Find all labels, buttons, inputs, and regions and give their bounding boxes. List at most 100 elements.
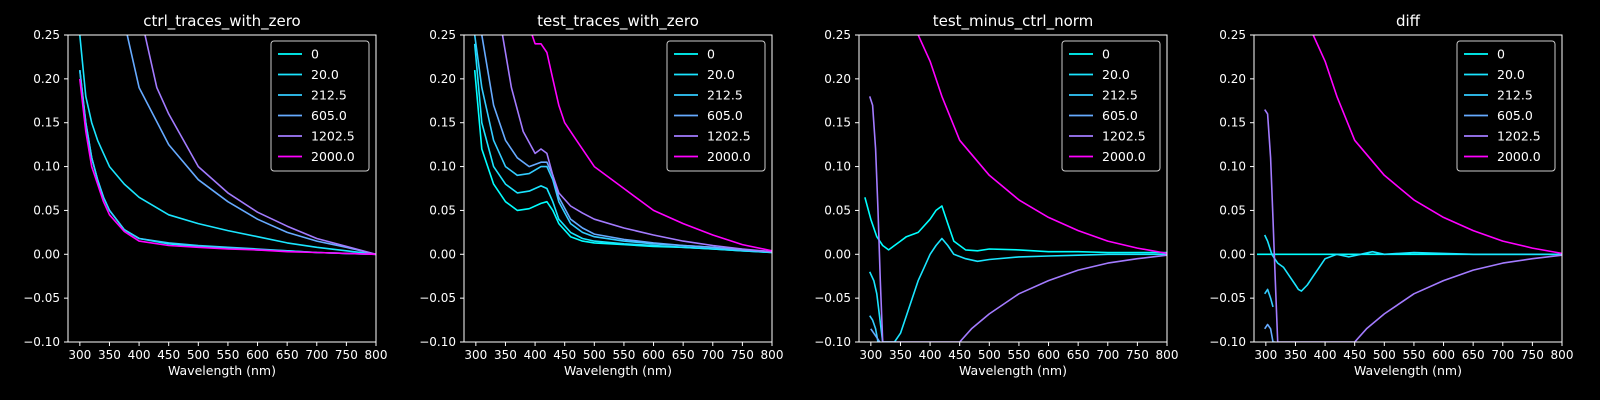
x-tick-label: 600	[1037, 348, 1060, 362]
series-line-2-4	[481, 35, 772, 253]
y-tick-label: 0.10	[33, 160, 60, 174]
series-line-4-5	[1264, 109, 1562, 342]
chart-title: test_minus_ctrl_norm	[933, 12, 1094, 31]
y-tick-label: 0.25	[429, 28, 456, 42]
x-tick-label: 400	[128, 348, 151, 362]
x-tick-label: 550	[1402, 348, 1425, 362]
x-axis-label: Wavelength (nm)	[959, 363, 1067, 378]
series-line-4-6	[1312, 35, 1562, 255]
legend-label: 20.0	[1497, 67, 1525, 82]
y-tick-label: 0.05	[429, 203, 456, 217]
series-line-3-6	[917, 35, 1167, 255]
axes-frame	[463, 34, 773, 343]
x-tick-label: 300	[859, 348, 882, 362]
y-tick-label: −0.10	[23, 335, 60, 349]
legend-label: 212.5	[1102, 88, 1138, 103]
legend-label: 0	[311, 47, 319, 62]
legend-label: 605.0	[1497, 108, 1533, 123]
series-line-3-3	[869, 315, 881, 342]
x-tick-label: 700	[305, 348, 328, 362]
x-tick-label: 600	[642, 348, 665, 362]
x-tick-label: 400	[524, 348, 547, 362]
y-tick-label: 0.10	[429, 160, 456, 174]
y-tick-label: 0.20	[824, 72, 851, 86]
y-tick-label: −0.10	[814, 335, 851, 349]
y-tick-label: 0.15	[33, 116, 60, 130]
y-tick-label: 0.05	[33, 203, 60, 217]
x-tick-label: 650	[1462, 348, 1485, 362]
series-line-3-2	[868, 237, 1167, 342]
x-tick-label: 700	[1491, 348, 1514, 362]
x-tick-label: 550	[612, 348, 635, 362]
axes-frame	[1253, 34, 1563, 343]
y-tick-label: 0.05	[824, 203, 851, 217]
x-tick-label: 600	[1432, 348, 1455, 362]
legend: 0 20.0 212.5 605.0 1202.5 2000.0	[1456, 40, 1556, 172]
x-tick-label: 550	[216, 348, 239, 362]
x-tick-label: 500	[1373, 348, 1396, 362]
legend: 0 20.0 212.5 605.0 1202.5 2000.0	[666, 40, 766, 172]
x-tick-label: 500	[978, 348, 1001, 362]
x-tick-label: 750	[335, 348, 358, 362]
x-axis-label: Wavelength (nm)	[1354, 363, 1462, 378]
series-line-2-6	[531, 35, 772, 252]
x-tick-label: 800	[365, 348, 388, 362]
x-tick-label: 450	[1343, 348, 1366, 362]
y-tick-label: 0.10	[824, 160, 851, 174]
legend-box	[666, 40, 766, 172]
y-tick-label: 0.05	[1219, 203, 1246, 217]
legend-label: 2000.0	[1102, 149, 1146, 164]
legend-label: 1202.5	[311, 129, 355, 144]
series-line-3-4	[870, 328, 881, 342]
legend-label: 20.0	[1102, 67, 1130, 82]
legend-label: 1202.5	[1497, 129, 1541, 144]
y-tick-label: 0.25	[824, 28, 851, 42]
x-tick-label: 350	[889, 348, 912, 362]
x-tick-label: 300	[1254, 348, 1277, 362]
chart-panel-4: 300 350 400 450 500 550 600 650 700 750 800 −0.10 −0…	[1209, 12, 1573, 378]
y-tick-label: 0.25	[33, 28, 60, 42]
x-axis-label: Wavelength (nm)	[564, 363, 672, 378]
legend-label: 20.0	[707, 67, 735, 82]
y-tick-label: 0.15	[1219, 116, 1246, 130]
series-line-1-6	[79, 78, 376, 256]
legend-label: 212.5	[311, 88, 347, 103]
axes-frame	[858, 34, 1168, 343]
y-tick-label: 0.20	[1219, 72, 1246, 86]
legend-label: 2000.0	[707, 149, 751, 164]
legend-label: 2000.0	[311, 149, 355, 164]
chart-title: diff	[1396, 12, 1421, 30]
x-tick-label: 550	[1007, 348, 1030, 362]
series-line-3-5	[868, 96, 1167, 342]
y-tick-label: −0.10	[1209, 335, 1246, 349]
legend-label: 1202.5	[1102, 129, 1146, 144]
legend-label: 212.5	[707, 88, 743, 103]
series-line-1-2	[79, 35, 376, 256]
legend: 0 20.0 212.5 605.0 1202.5 2000.0	[1061, 40, 1161, 172]
legend-box	[1061, 40, 1161, 172]
x-tick-label: 750	[1126, 348, 1149, 362]
x-tick-label: 450	[157, 348, 180, 362]
legend-label: 605.0	[707, 108, 743, 123]
y-tick-label: −0.05	[814, 291, 851, 305]
x-tick-label: 600	[246, 348, 269, 362]
x-tick-label: 350	[1284, 348, 1307, 362]
legend-label: 2000.0	[1497, 149, 1541, 164]
x-tick-label: 800	[1156, 348, 1179, 362]
chart-title: test_traces_with_zero	[537, 12, 699, 31]
x-tick-label: 700	[1096, 348, 1119, 362]
chart-panel-2: 300 350 400 450 500 550 600 650 700 750 800 −0.10 −0…	[419, 12, 783, 378]
legend-label: 212.5	[1497, 88, 1533, 103]
x-tick-label: 700	[701, 348, 724, 362]
series-line-1-4	[126, 35, 376, 256]
series-line-4-3	[1264, 288, 1274, 308]
y-tick-label: 0.10	[1219, 160, 1246, 174]
y-tick-label: 0.00	[824, 247, 851, 261]
y-tick-label: 0.25	[1219, 28, 1246, 42]
series-line-2-2	[473, 43, 772, 254]
series-line-1-5	[144, 35, 376, 256]
chart-panel-1: 300 350 400 450 500 550 600 650 700 750 800 −0.10 −0…	[23, 12, 387, 378]
x-tick-label: 400	[919, 348, 942, 362]
y-tick-label: 0.15	[824, 116, 851, 130]
legend-label: 605.0	[311, 108, 347, 123]
